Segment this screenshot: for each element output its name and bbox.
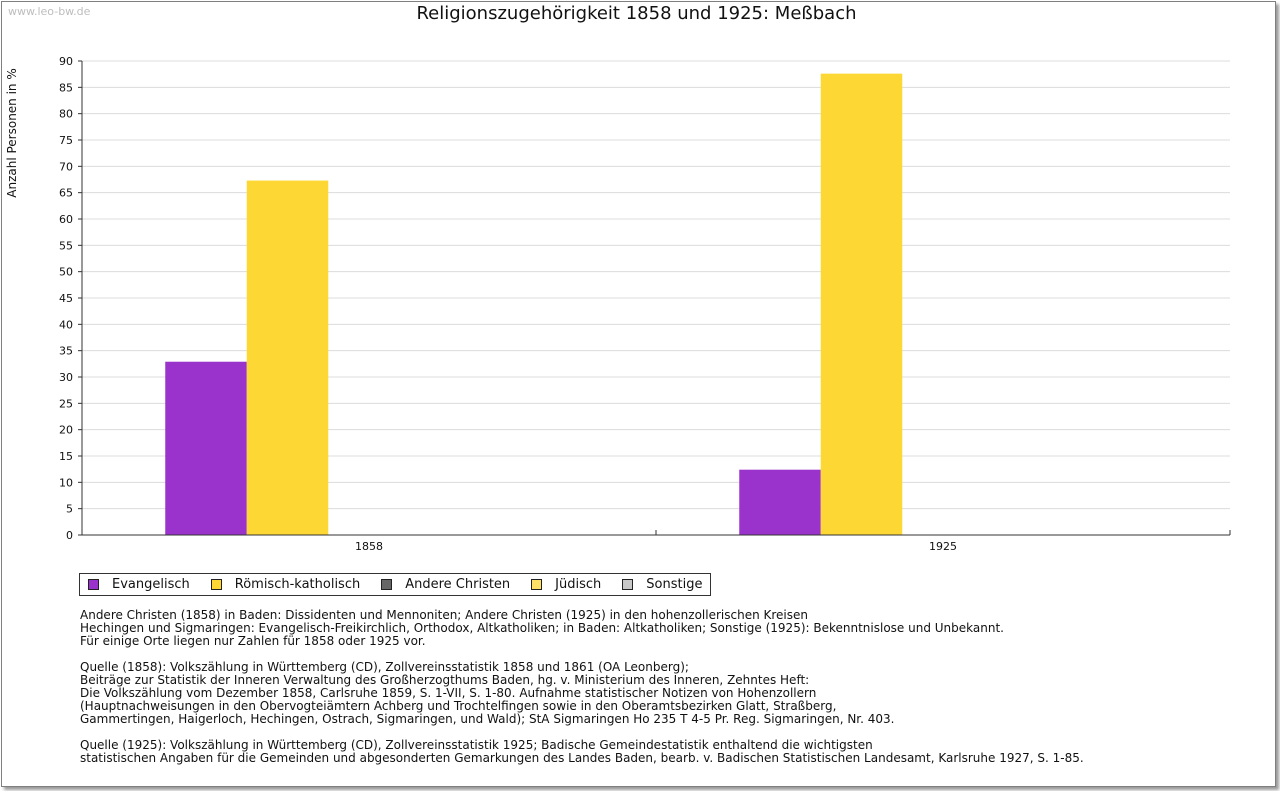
y-tick-label: 50	[59, 266, 73, 279]
y-tick-label: 60	[59, 213, 73, 226]
y-tick-label: 45	[59, 292, 73, 305]
y-tick-label: 0	[66, 529, 73, 542]
legend-swatch-evangelisch	[88, 579, 99, 590]
chart-title: Religionszugehörigkeit 1858 und 1925: Me…	[416, 3, 857, 24]
y-tick-label: 80	[59, 108, 73, 121]
bar-römisch-katholisch-1925	[820, 73, 903, 535]
y-tick-label: 40	[59, 318, 73, 331]
legend-swatch-roemisch-katholisch	[210, 579, 222, 590]
bar-römisch-katholisch-1858	[246, 180, 329, 535]
y-tick-label: 5	[66, 503, 73, 516]
y-tick-label: 35	[59, 345, 73, 358]
note-source-1858: Quelle (1858): Volkszählung in Württembe…	[80, 660, 895, 726]
y-tick-label: 90	[59, 55, 73, 68]
watermark: www.leo-bw.de	[8, 5, 91, 18]
legend-label: Andere Christen	[405, 577, 511, 592]
note-definitions: Andere Christen (1858) in Baden: Disside…	[80, 608, 1004, 648]
y-tick-label: 25	[59, 397, 73, 410]
x-tick-label: 1858	[355, 540, 383, 553]
y-tick-label: 75	[59, 134, 73, 147]
axes: 0 5 10 15 20 25 30 35 40 45 50 55 60 65 70 75 80 85 90 1858…	[59, 55, 1231, 553]
legend: Evangelisch Römisch-katholisch Andere Ch…	[79, 573, 712, 596]
legend-item-sonstige: Sonstige	[622, 577, 702, 592]
bar-evangelisch-1858	[165, 361, 247, 535]
legend-label: Sonstige	[646, 577, 703, 592]
y-axis-title: Anzahl Personen in %	[5, 68, 19, 198]
y-tick-label: 15	[59, 450, 73, 463]
legend-item-evangelisch: Evangelisch	[88, 577, 190, 592]
bar-evangelisch-1925	[739, 469, 821, 535]
notes: Andere Christen (1858) in Baden: Disside…	[80, 609, 1250, 778]
y-tick-label: 70	[59, 160, 73, 173]
legend-item-andere-christen: Andere Christen	[381, 577, 510, 592]
legend-swatch-juedisch	[531, 579, 543, 590]
y-tick-label: 30	[59, 371, 73, 384]
legend-label: Evangelisch	[112, 577, 190, 592]
legend-swatch-andere-christen	[381, 579, 393, 590]
legend-label: Jüdisch	[555, 577, 602, 592]
legend-item-roemisch-katholisch: Römisch-katholisch	[210, 577, 361, 592]
x-tick-label: 1925	[929, 540, 957, 553]
bar-chart: 0 5 10 15 20 25 30 35 40 45 50 55 60 65 70 75 80 85 90 1858…	[5, 55, 1231, 553]
y-tick-label: 10	[59, 476, 73, 489]
note-source-1925: Quelle (1925): Volkszählung in Württembe…	[80, 738, 1084, 765]
legend-item-juedisch: Jüdisch	[531, 577, 601, 592]
legend-label: Römisch-katholisch	[234, 577, 361, 592]
y-tick-label: 85	[59, 81, 73, 94]
bars	[165, 73, 903, 535]
y-tick-label: 20	[59, 424, 73, 437]
legend-swatch-sonstige	[622, 579, 634, 590]
y-tick-label: 55	[59, 239, 73, 252]
y-tick-label: 65	[59, 187, 73, 200]
